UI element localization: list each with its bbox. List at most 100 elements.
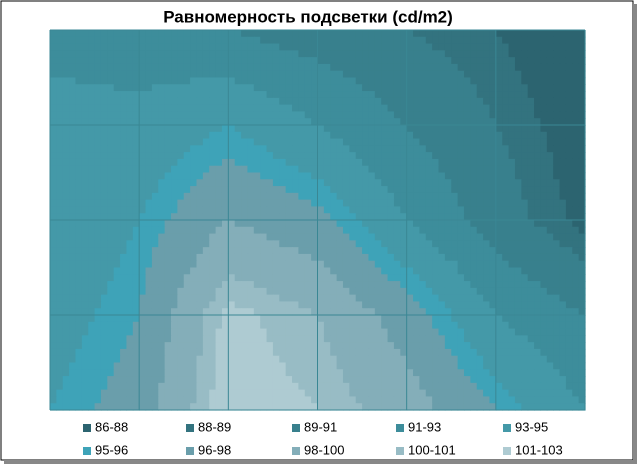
- contour-fill: [266, 233, 274, 241]
- contour-fill: [438, 328, 446, 336]
- contour-fill: [279, 97, 287, 106]
- contour-fill: [546, 57, 554, 65]
- contour-fill: [546, 111, 554, 119]
- contour-fill: [362, 260, 370, 269]
- contour-fill: [483, 240, 491, 248]
- contour-fill: [253, 165, 261, 174]
- contour-fill: [241, 382, 249, 391]
- contour-fill: [393, 362, 401, 370]
- contour-fill: [502, 77, 510, 85]
- contour-fill: [75, 328, 83, 336]
- contour-fill: [202, 335, 210, 343]
- contour-fill: [336, 287, 344, 296]
- contour-fill: [362, 294, 370, 303]
- contour-fill: [553, 36, 561, 45]
- contour-fill: [56, 213, 64, 221]
- contour-fill: [514, 111, 522, 119]
- contour-fill: [457, 281, 465, 289]
- contour-fill: [413, 84, 421, 92]
- contour-fill: [342, 348, 350, 357]
- contour-fill: [381, 382, 389, 391]
- contour-fill: [171, 233, 178, 241]
- contour-fill: [336, 355, 344, 364]
- contour-fill: [451, 84, 459, 92]
- contour-fill: [304, 186, 312, 194]
- contour-fill: [132, 220, 140, 228]
- contour-fill: [393, 342, 401, 350]
- contour-fill: [451, 355, 459, 364]
- contour-fill: [56, 355, 64, 364]
- contour-fill: [62, 199, 70, 208]
- contour-fill: [362, 199, 370, 208]
- contour-fill: [342, 30, 350, 38]
- contour-fill: [451, 348, 459, 357]
- contour-fill: [489, 158, 497, 167]
- contour-fill: [311, 145, 319, 153]
- contour-fill: [489, 91, 497, 99]
- contour-fill: [266, 247, 274, 255]
- contour-fill: [215, 104, 223, 113]
- contour-fill: [330, 50, 338, 58]
- contour-fill: [113, 77, 121, 85]
- contour-fill: [183, 63, 191, 72]
- contour-fill: [470, 355, 478, 364]
- contour-fill: [438, 267, 446, 275]
- contour-fill: [534, 43, 542, 51]
- contour-fill: [266, 158, 274, 167]
- contour-fill: [451, 118, 459, 126]
- contour-fill: [81, 118, 89, 126]
- contour-fill: [413, 355, 421, 364]
- contour-fill: [527, 97, 535, 106]
- contour-cell: [495, 30, 586, 126]
- contour-fill: [349, 104, 357, 113]
- contour-fill: [559, 152, 567, 160]
- contour-fill: [100, 43, 108, 51]
- contour-fill: [330, 403, 338, 411]
- contour-fill: [209, 382, 217, 391]
- contour-fill: [508, 389, 516, 398]
- contour-fill: [190, 369, 198, 377]
- contour-fill: [495, 301, 503, 309]
- contour-fill: [470, 294, 478, 303]
- contour-fill: [94, 179, 102, 187]
- contour-fill: [521, 172, 529, 180]
- contour-fill: [413, 206, 421, 214]
- contour-fill: [336, 240, 344, 248]
- contour-fill: [113, 376, 121, 384]
- contour-fill: [145, 335, 153, 343]
- contour-fill: [113, 186, 121, 194]
- contour-fill: [578, 321, 586, 330]
- contour-fill: [228, 172, 236, 180]
- contour-fill: [120, 355, 128, 364]
- contour-fill: [50, 287, 57, 296]
- contour-fill: [113, 362, 121, 370]
- contour-fill: [413, 396, 421, 404]
- contour-fill: [495, 382, 503, 391]
- contour-fill: [158, 131, 166, 140]
- contour-fill: [221, 213, 229, 221]
- contour-fill: [151, 179, 159, 187]
- contour-fill: [75, 50, 83, 58]
- contour-fill: [362, 335, 370, 343]
- contour-fill: [107, 186, 115, 194]
- contour-fill: [534, 91, 542, 99]
- contour-fill: [292, 111, 299, 119]
- contour-fill: [209, 152, 217, 160]
- contour-fill: [393, 396, 401, 404]
- contour-fill: [578, 389, 586, 398]
- contour-fill: [495, 220, 503, 228]
- contour-fill: [463, 172, 471, 180]
- contour-fill: [553, 253, 561, 262]
- contour-fill: [425, 165, 433, 174]
- contour-fill: [514, 50, 522, 58]
- contour-fill: [565, 77, 573, 85]
- contour-fill: [113, 50, 121, 58]
- contour-fill: [438, 30, 446, 38]
- contour-fill: [323, 335, 331, 343]
- contour-fill: [508, 247, 516, 255]
- contour-fill: [565, 118, 573, 126]
- contour-fill: [438, 213, 446, 221]
- contour-fill: [241, 43, 249, 51]
- contour-fill: [177, 308, 185, 316]
- contour-fill: [355, 376, 363, 384]
